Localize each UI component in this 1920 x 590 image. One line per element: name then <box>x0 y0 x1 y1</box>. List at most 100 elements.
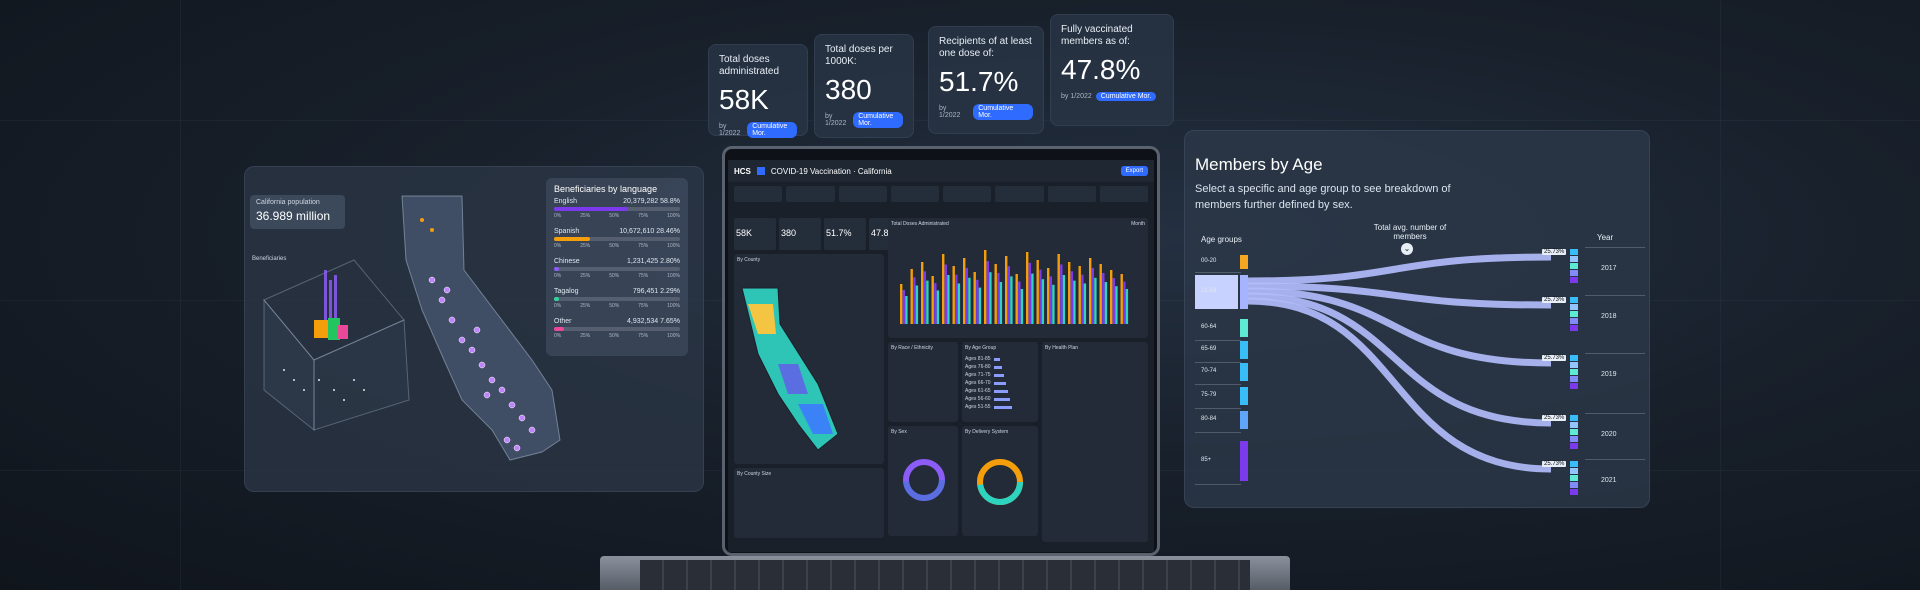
kpi-doses-per-1000: Total doses per 1000K: 380 by 1/2022 Cumu… <box>814 34 914 138</box>
tick-label: 25% <box>580 273 591 279</box>
filter-dropdown[interactable] <box>838 186 887 202</box>
age-group-label[interactable]: 75-79 <box>1201 392 1217 398</box>
bar <box>931 276 934 324</box>
bar <box>947 275 950 324</box>
mini-kpi-value: 51.7% <box>826 228 852 238</box>
year-node[interactable] <box>1570 355 1578 361</box>
age-group-label[interactable]: 00-20 <box>1201 258 1217 264</box>
filter-dropdown[interactable] <box>1047 186 1096 202</box>
year-node[interactable] <box>1570 369 1578 375</box>
filter-dropdown[interactable] <box>786 186 835 202</box>
age-group-label[interactable]: 80-84 <box>1201 416 1217 422</box>
year-label[interactable]: 2018 <box>1601 313 1617 320</box>
language-name: Other <box>554 318 572 325</box>
age-bar <box>993 381 1006 385</box>
age-label: Ages 56-60 <box>965 396 991 402</box>
year-node[interactable] <box>1570 482 1578 488</box>
year-node[interactable] <box>1570 376 1578 382</box>
chevron-down-icon[interactable]: ⌄ <box>1401 243 1413 255</box>
age-node[interactable] <box>1240 363 1248 381</box>
filter-dropdown[interactable] <box>1099 186 1148 202</box>
age-node[interactable] <box>1240 387 1248 405</box>
year-node[interactable] <box>1570 263 1578 269</box>
language-panel-title: Beneficiaries by language <box>554 184 658 194</box>
export-button[interactable]: Export <box>1120 166 1148 176</box>
age-group-card: By Age Group Ages 81-85 Ages 76-80 Ages 71… <box>962 342 1038 422</box>
year-node[interactable] <box>1570 297 1578 303</box>
tick-label: 50% <box>609 273 620 279</box>
year-node[interactable] <box>1570 443 1578 449</box>
year-node[interactable] <box>1570 304 1578 310</box>
age-group-label[interactable]: 65-69 <box>1201 346 1217 352</box>
age-node[interactable] <box>1240 275 1248 309</box>
flow-percent: 25.73% <box>1542 415 1567 421</box>
age-group-label[interactable]: 85+ <box>1201 457 1212 463</box>
population-box: California population 36.989 million <box>250 195 345 229</box>
age-node[interactable] <box>1240 341 1248 359</box>
kpi-label: Recipients of at least one dose of: <box>939 36 1032 59</box>
bar <box>1010 276 1013 324</box>
delivery-donut <box>977 459 1023 505</box>
filter-dropdown[interactable] <box>943 186 992 202</box>
year-node[interactable] <box>1570 475 1578 481</box>
year-label[interactable]: 2021 <box>1601 477 1617 484</box>
cumulative-pill[interactable]: Cumulative Mor. <box>747 122 797 138</box>
year-node[interactable] <box>1570 270 1578 276</box>
bar <box>1091 267 1094 324</box>
year-node[interactable] <box>1570 277 1578 283</box>
year-node[interactable] <box>1570 415 1578 421</box>
bar <box>1007 266 1010 324</box>
grid-line <box>180 0 181 590</box>
year-node[interactable] <box>1570 362 1578 368</box>
bar <box>1015 274 1018 324</box>
filter-dropdown[interactable] <box>995 186 1044 202</box>
bar <box>1110 270 1113 324</box>
year-node[interactable] <box>1570 383 1578 389</box>
kpi-fully-vaccinated: Fully vaccinated members as of: 47.8% by… <box>1050 14 1174 126</box>
language-row: English 20,379,282 58.8% 0% 25% 50% 75% 100% <box>554 198 680 228</box>
age-group-label[interactable]: 70-74 <box>1201 368 1217 374</box>
by-sex-label: By Sex <box>891 429 907 435</box>
cumulative-pill[interactable]: Cumulative Mor. <box>973 104 1033 120</box>
month-select[interactable]: Month <box>1131 221 1145 227</box>
members-by-age-panel: Members by Age Select a specific and age… <box>1184 130 1650 508</box>
bar <box>973 272 976 324</box>
year-node[interactable] <box>1570 325 1578 331</box>
beneficiaries-language-panel: Beneficiaries by language English 20,379,… <box>546 178 688 356</box>
covid-icon <box>756 167 765 175</box>
age-node[interactable] <box>1240 255 1248 269</box>
mini-kpi-value: 58K <box>736 228 753 238</box>
year-label[interactable]: 2020 <box>1601 431 1617 438</box>
year-node[interactable] <box>1570 422 1578 428</box>
age-node[interactable] <box>1240 411 1248 429</box>
bar <box>936 290 940 324</box>
year-label[interactable]: 2019 <box>1601 371 1617 378</box>
flow-line <box>1247 297 1552 473</box>
year-node[interactable] <box>1570 461 1578 467</box>
filter-dropdown[interactable] <box>890 186 939 202</box>
separator <box>1585 295 1645 296</box>
cumulative-pill[interactable]: Cumulative Mor. <box>1095 92 1157 101</box>
tick-label: 0% <box>554 213 562 219</box>
cumulative-pill[interactable]: Cumulative Mor. <box>853 112 903 128</box>
year-label[interactable]: 2017 <box>1601 265 1617 272</box>
bar <box>1102 273 1105 324</box>
age-group-label[interactable]: 21-58 <box>1201 288 1217 294</box>
age-node[interactable] <box>1240 319 1248 337</box>
year-node[interactable] <box>1570 436 1578 442</box>
bar <box>942 254 945 324</box>
grid-line <box>1720 0 1721 590</box>
year-node[interactable] <box>1570 429 1578 435</box>
year-node[interactable] <box>1570 256 1578 262</box>
year-node[interactable] <box>1570 489 1578 495</box>
year-node[interactable] <box>1570 468 1578 474</box>
filter-dropdown[interactable] <box>734 186 783 202</box>
year-node[interactable] <box>1570 318 1578 324</box>
selected-age-highlight[interactable] <box>1195 275 1238 309</box>
year-node[interactable] <box>1570 249 1578 255</box>
age-group-label[interactable]: 60-64 <box>1201 324 1217 330</box>
county-map <box>741 287 839 451</box>
age-node[interactable] <box>1240 441 1248 481</box>
year-node[interactable] <box>1570 311 1578 317</box>
language-row: Spanish 10,672,610 28.46% 0% 25% 50% 75% 100% <box>554 228 680 258</box>
